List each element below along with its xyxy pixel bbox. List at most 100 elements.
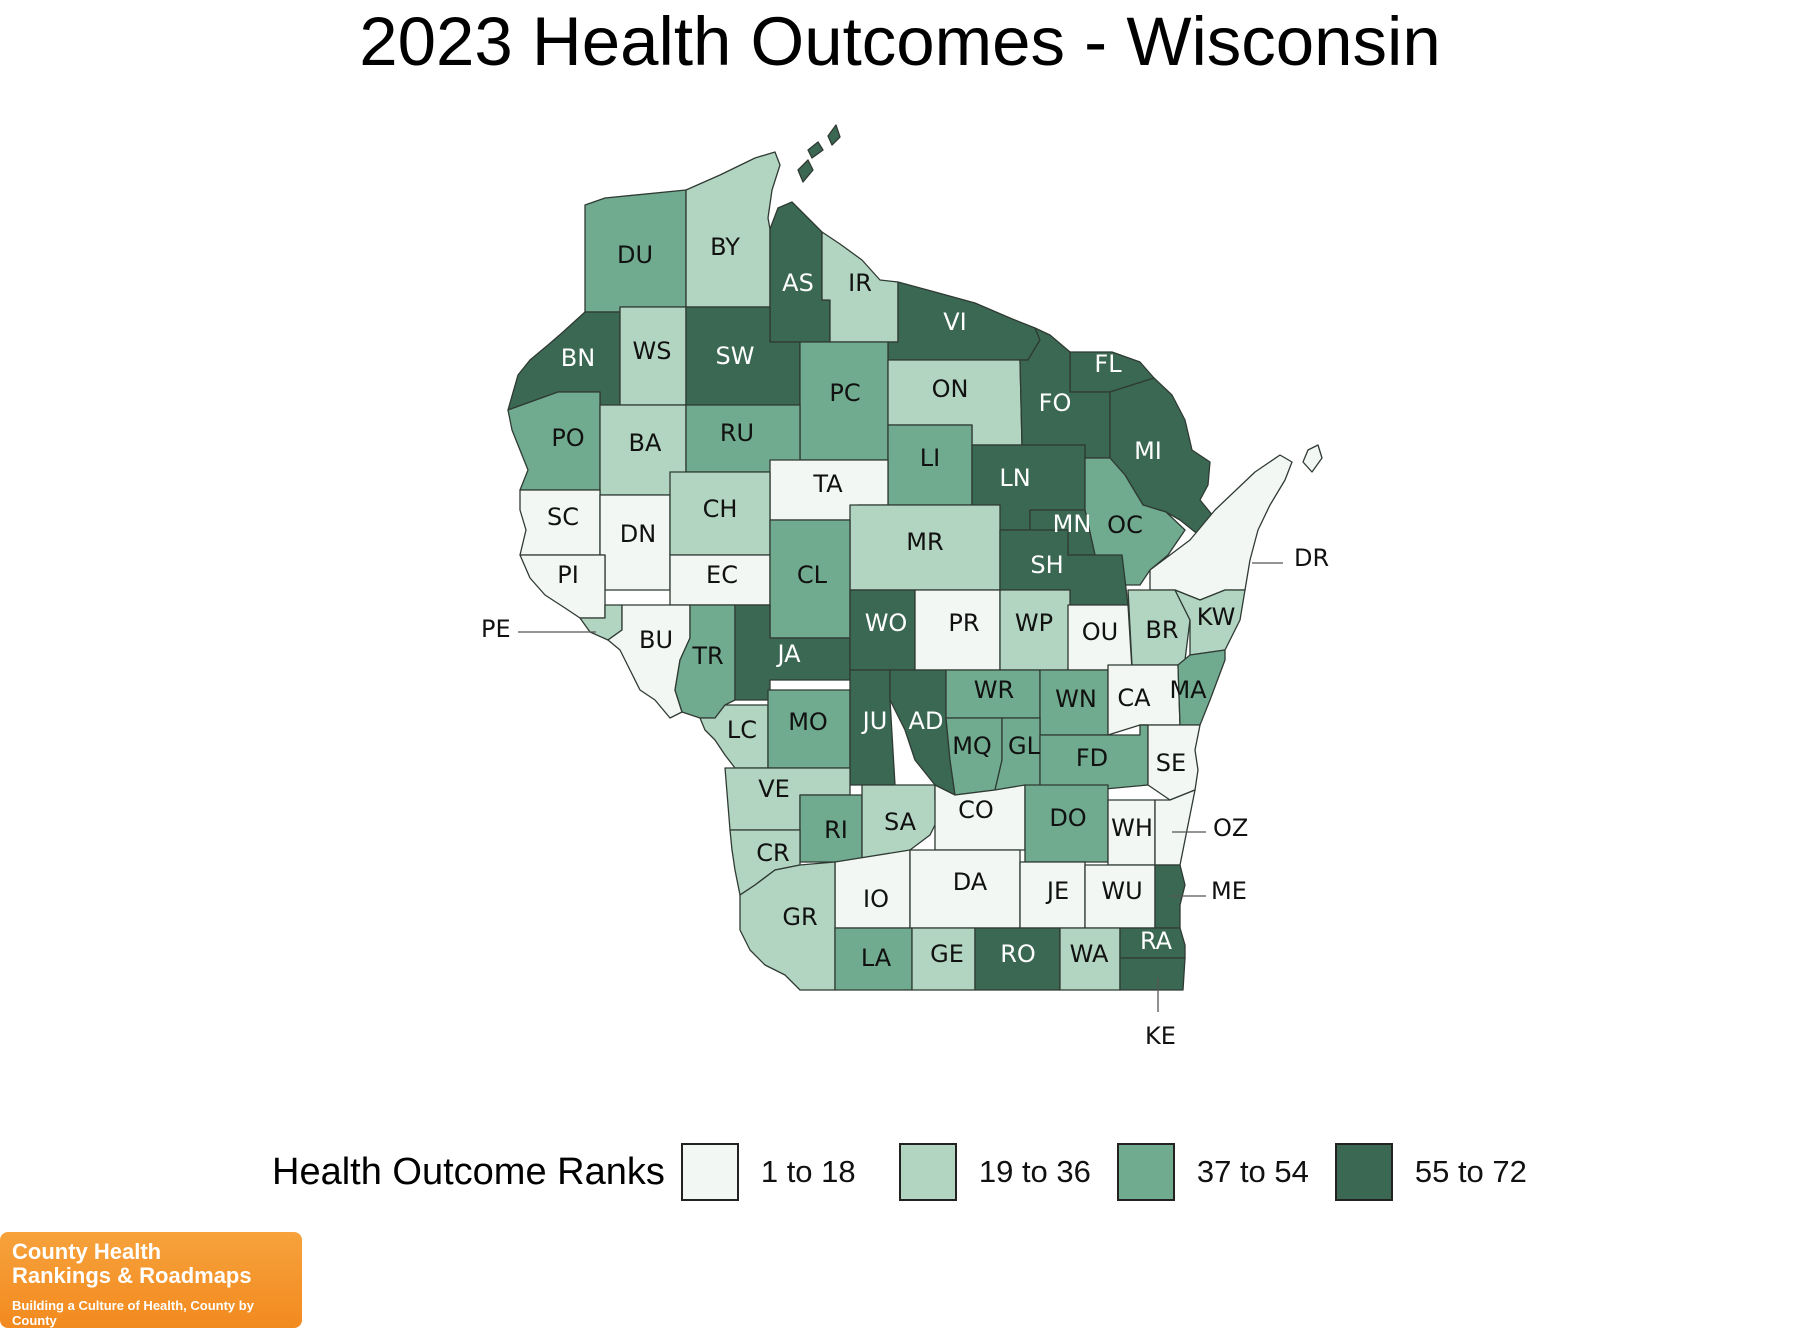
county-KW[interactable] (1174, 589, 1246, 656)
county-label-TR: TR (691, 642, 723, 670)
legend-item-3: 37 to 54 (1116, 1143, 1317, 1201)
county-label-GE: GE (930, 940, 964, 968)
county-label-JA: JA (775, 640, 801, 668)
legend-swatch-1 (680, 1143, 739, 1201)
county-BY[interactable] (685, 151, 781, 308)
county-label-LA: LA (861, 944, 892, 972)
county-label-MI: MI (1134, 437, 1162, 465)
legend-item-1: 1 to 18 (680, 1143, 881, 1201)
county-label-BN: BN (561, 344, 595, 372)
county-OZ[interactable] (1154, 789, 1196, 866)
logo-tagline: Building a Culture of Health, County by … (12, 1298, 254, 1328)
legend: Health Outcome Ranks 1 to 18 19 to 36 37… (272, 1140, 1553, 1204)
county-labels: DU BY AS IR VI BN WS SW PC ON FL FO MI PO BA RU LI LN TA SC… (481, 233, 1329, 1050)
county-label-WR: WR (974, 676, 1014, 704)
legend-label-4: 55 to 72 (1414, 1154, 1527, 1189)
county-label-BR: BR (1145, 616, 1178, 644)
county-label-DR: DR (1294, 544, 1329, 572)
county-label-BY: BY (710, 233, 740, 261)
legend-swatch-4 (1334, 1143, 1393, 1201)
county-label-WU: WU (1101, 877, 1142, 905)
county-label-SE: SE (1156, 749, 1186, 777)
county-label-MO: MO (788, 708, 828, 736)
legend-item-4: 55 to 72 (1334, 1143, 1535, 1201)
county-label-CA: CA (1117, 684, 1151, 712)
county-label-JE: JE (1045, 877, 1069, 905)
island-2 (807, 141, 824, 159)
island-3 (827, 124, 841, 146)
county-label-SA: SA (884, 808, 917, 836)
county-label-AD: AD (909, 707, 944, 735)
county-JU[interactable] (849, 669, 896, 786)
legend-swatch-3 (1116, 1143, 1175, 1201)
apostle-islands (797, 124, 841, 183)
county-label-VI: VI (943, 308, 967, 336)
wisconsin-county-map: DU BY AS IR VI BN WS SW PC ON FL FO MI PO BA RU LI LN TA SC… (481, 124, 1329, 1050)
county-label-WP: WP (1015, 609, 1053, 637)
label-leader-lines (518, 562, 1283, 1012)
legend-swatch-2 (898, 1143, 957, 1201)
county-label-TA: TA (812, 470, 843, 498)
county-GR[interactable] (739, 861, 836, 991)
county-label-WN: WN (1055, 685, 1097, 713)
county-label-LI: LI (920, 444, 940, 472)
county-label-BU: BU (639, 626, 673, 654)
county-label-PI: PI (557, 561, 579, 589)
county-shapes (507, 151, 1323, 991)
county-label-MA: MA (1169, 676, 1207, 704)
county-PI[interactable] (519, 554, 606, 619)
county-label-RI: RI (824, 816, 848, 844)
county-label-BA: BA (629, 429, 662, 457)
county-label-RA: RA (1140, 927, 1173, 955)
county-DR-island[interactable] (1302, 444, 1323, 473)
county-label-ON: ON (932, 375, 969, 403)
county-label-MR: MR (906, 528, 943, 556)
county-label-GL: GL (1008, 732, 1041, 760)
county-label-EC: EC (706, 561, 738, 589)
legend-label-3: 37 to 54 (1196, 1154, 1309, 1189)
logo-line-2: Rankings & Roadmaps (12, 1263, 252, 1288)
county-label-LC: LC (727, 716, 757, 744)
county-label-KW: KW (1197, 603, 1236, 631)
county-label-FL: FL (1094, 350, 1122, 378)
legend-title: Health Outcome Ranks (272, 1150, 665, 1193)
county-KE[interactable] (1119, 957, 1186, 991)
county-RA[interactable] (1119, 927, 1186, 959)
county-label-SW: SW (716, 342, 755, 370)
county-label-SH: SH (1030, 551, 1063, 579)
legend-label-2: 19 to 36 (978, 1154, 1091, 1189)
county-label-MN: MN (1053, 510, 1092, 538)
county-label-OU: OU (1082, 618, 1118, 646)
county-label-CH: CH (703, 495, 738, 523)
legend-label-1: 1 to 18 (760, 1154, 856, 1189)
county-label-MQ: MQ (952, 732, 992, 760)
county-label-DU: DU (617, 241, 653, 269)
county-label-WO: WO (865, 609, 908, 637)
county-label-CR: CR (756, 839, 789, 867)
county-label-FD: FD (1076, 744, 1108, 772)
county-health-rankings-logo: County Health Rankings & Roadmaps Buildi… (0, 1232, 302, 1328)
island-1 (797, 159, 814, 183)
county-label-PO: PO (551, 424, 584, 452)
county-label-IR: IR (848, 269, 872, 297)
map-title: 2023 Health Outcomes - Wisconsin (359, 3, 1441, 80)
county-label-IO: IO (863, 885, 889, 913)
legend-item-2: 19 to 36 (898, 1143, 1099, 1201)
county-label-FO: FO (1039, 389, 1072, 417)
county-label-ME: ME (1211, 877, 1247, 905)
county-label-PC: PC (829, 379, 860, 407)
county-label-DN: DN (620, 520, 656, 548)
county-label-CO: CO (958, 796, 994, 824)
county-label-RO: RO (1000, 940, 1036, 968)
county-label-WS: WS (633, 337, 672, 365)
county-label-SC: SC (547, 503, 579, 531)
county-label-OC: OC (1107, 511, 1143, 539)
county-label-PE: PE (481, 615, 511, 643)
county-label-CL: CL (797, 561, 828, 589)
county-label-PR: PR (948, 609, 979, 637)
county-label-DA: DA (953, 868, 988, 896)
county-label-WA: WA (1070, 940, 1109, 968)
county-label-WH: WH (1111, 814, 1153, 842)
logo-line-1: County Health (12, 1239, 162, 1264)
county-label-DO: DO (1049, 804, 1086, 832)
